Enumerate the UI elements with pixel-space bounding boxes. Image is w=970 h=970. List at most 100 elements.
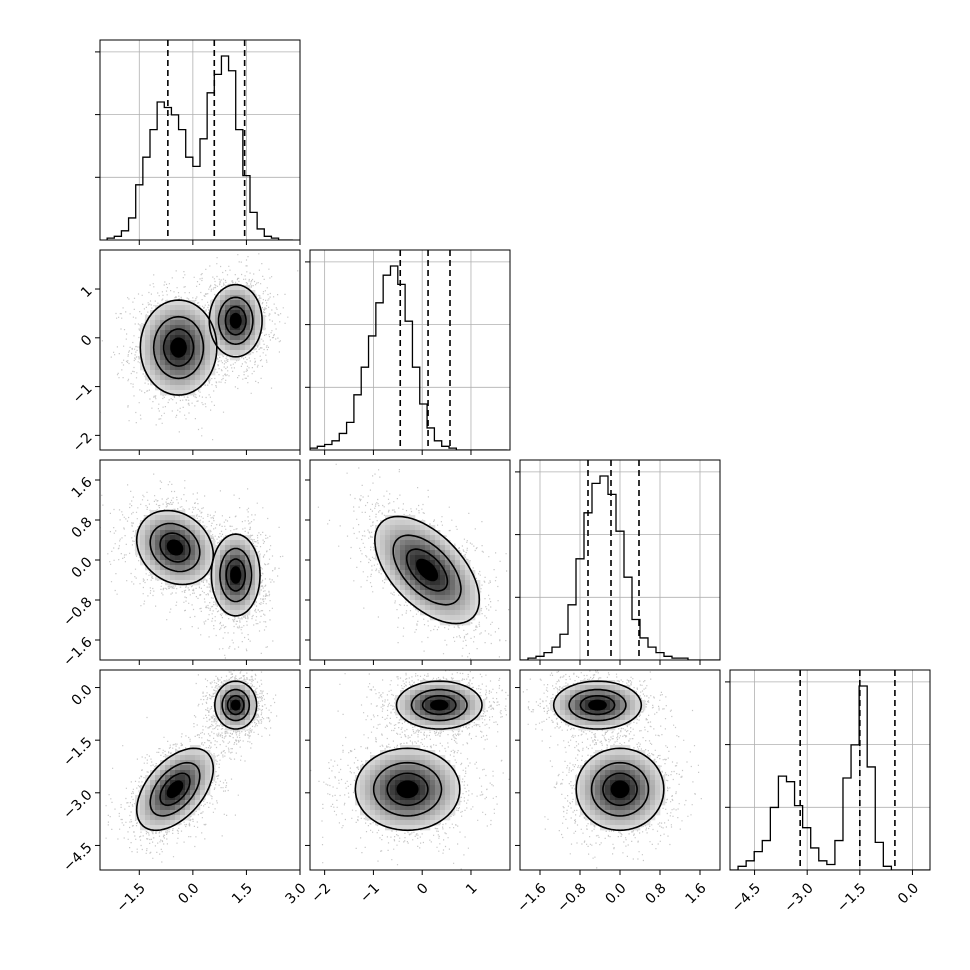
density-cell [420,590,426,596]
density-cell [360,795,366,801]
density-cell [250,705,256,711]
density-cell [385,805,391,811]
density-cell [405,525,411,531]
density-cell [465,580,471,586]
density-cell [440,610,446,616]
density-cell [200,315,206,321]
density-cell [160,825,166,831]
density-cell [190,755,196,761]
density-cell [455,705,461,711]
density-cell [550,700,556,706]
density-cell [465,615,471,621]
density-cell [415,545,421,551]
density-cell [155,515,161,521]
density-cell [165,345,171,351]
density-cell [385,530,391,536]
density-cell [250,560,256,566]
density-cell [580,795,586,801]
density-cell [180,800,186,806]
density-cell [555,700,561,706]
density-cell [430,795,436,801]
density-cell [150,800,156,806]
density-cell [165,570,171,576]
density-cell [595,795,601,801]
density-cell [445,605,451,611]
density-cell [610,745,616,751]
density-cell [445,815,451,821]
density-cell [420,785,426,791]
density-cell [230,605,236,611]
density-cell [620,765,626,771]
density-cell [215,590,221,596]
density-cell [180,320,186,326]
density-cell [190,575,196,581]
density-cell [430,755,436,761]
density-cell [605,690,611,696]
density-cell [410,520,416,526]
density-cell [165,310,171,316]
density-cell [435,685,441,691]
density-cell [435,765,441,771]
density-cell [385,815,391,821]
density-cell [190,310,196,316]
density-cell [220,580,226,586]
density-cell [165,785,171,791]
density-cell [150,780,156,786]
density-cell [415,780,421,786]
density-cell [605,790,611,796]
density-cell [635,810,641,816]
density-cell [235,340,241,346]
density-cell [375,540,381,546]
density-cell [655,790,661,796]
density-cell [440,685,446,691]
density-cell [470,600,476,606]
density-cell [215,310,221,316]
density-cell [655,795,661,801]
density-cell [465,570,471,576]
density-cell [380,535,386,541]
density-cell [185,350,191,356]
density-cell [210,370,216,376]
contour-line [354,747,461,832]
density-cell [645,820,651,826]
density-cell [190,515,196,521]
density-cell [150,325,156,331]
density-cell [455,595,461,601]
density-cell [445,770,451,776]
density-cell [225,335,231,341]
density-cell [585,805,591,811]
y-tick-label: 0.8 [69,514,96,541]
density-cell [405,565,411,571]
density-cell [200,760,206,766]
density-cell [455,605,461,611]
density-cell [465,585,471,591]
density-cell [430,585,436,591]
density-cell [155,805,161,811]
density-cell [455,585,461,591]
density-cell [250,600,256,606]
density-cell [220,565,226,571]
density-cell [205,325,211,331]
density-cell [145,320,151,326]
density-cell [590,690,596,696]
density-cell [165,355,171,361]
density-cell [210,350,216,356]
density-cell [385,795,391,801]
density-cell [230,330,236,336]
density-cell [195,550,201,556]
density-cell [230,695,236,701]
density-cell [235,605,241,611]
density-cell [455,580,461,586]
density-cell [585,705,591,711]
density-cell [440,575,446,581]
density-cell [420,750,426,756]
density-cell [570,705,576,711]
density-cell [365,770,371,776]
density-cell [140,795,146,801]
density-cell [195,380,201,386]
density-cell [450,585,456,591]
density-cell [400,590,406,596]
density-cell [400,765,406,771]
density-cell [175,520,181,526]
density-cell [595,765,601,771]
